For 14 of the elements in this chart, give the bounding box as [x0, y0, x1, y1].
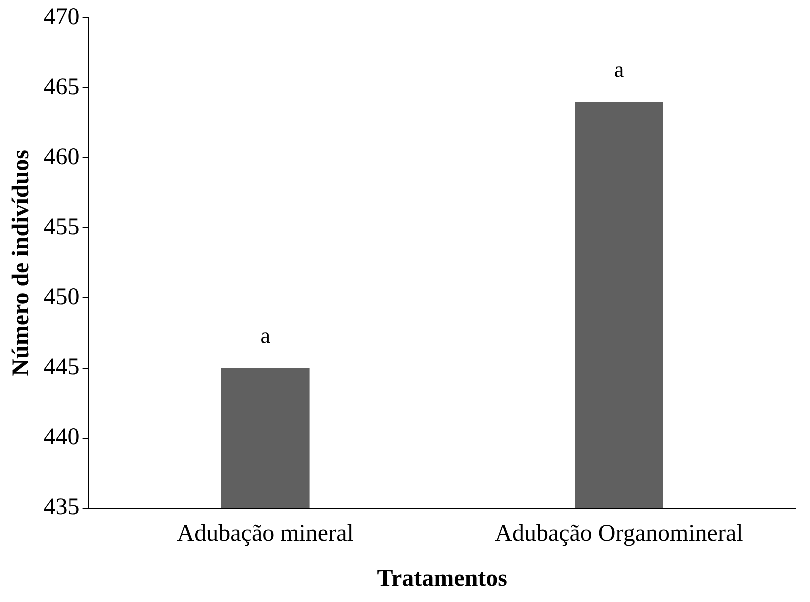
y-tick-label: 465: [44, 74, 80, 100]
x-tick-label: Adubação mineral: [177, 521, 354, 548]
x-axis-title: Tratamentos: [377, 566, 508, 592]
y-tick-label: 445: [44, 354, 80, 381]
annotation: a: [260, 323, 271, 348]
y-tick-label: 455: [44, 214, 80, 240]
y-axis-title: Número de indivíduos: [8, 150, 35, 376]
y-tick-label: 440: [44, 424, 80, 451]
annotation: a: [614, 56, 624, 82]
y-tick-label: 450: [44, 284, 80, 311]
y-tick-label: 460: [44, 144, 80, 170]
x-tick-label: Adubação Organomineral: [495, 521, 744, 548]
y-tick-label: 470: [44, 4, 80, 30]
y-tick-label: 435: [44, 494, 80, 521]
